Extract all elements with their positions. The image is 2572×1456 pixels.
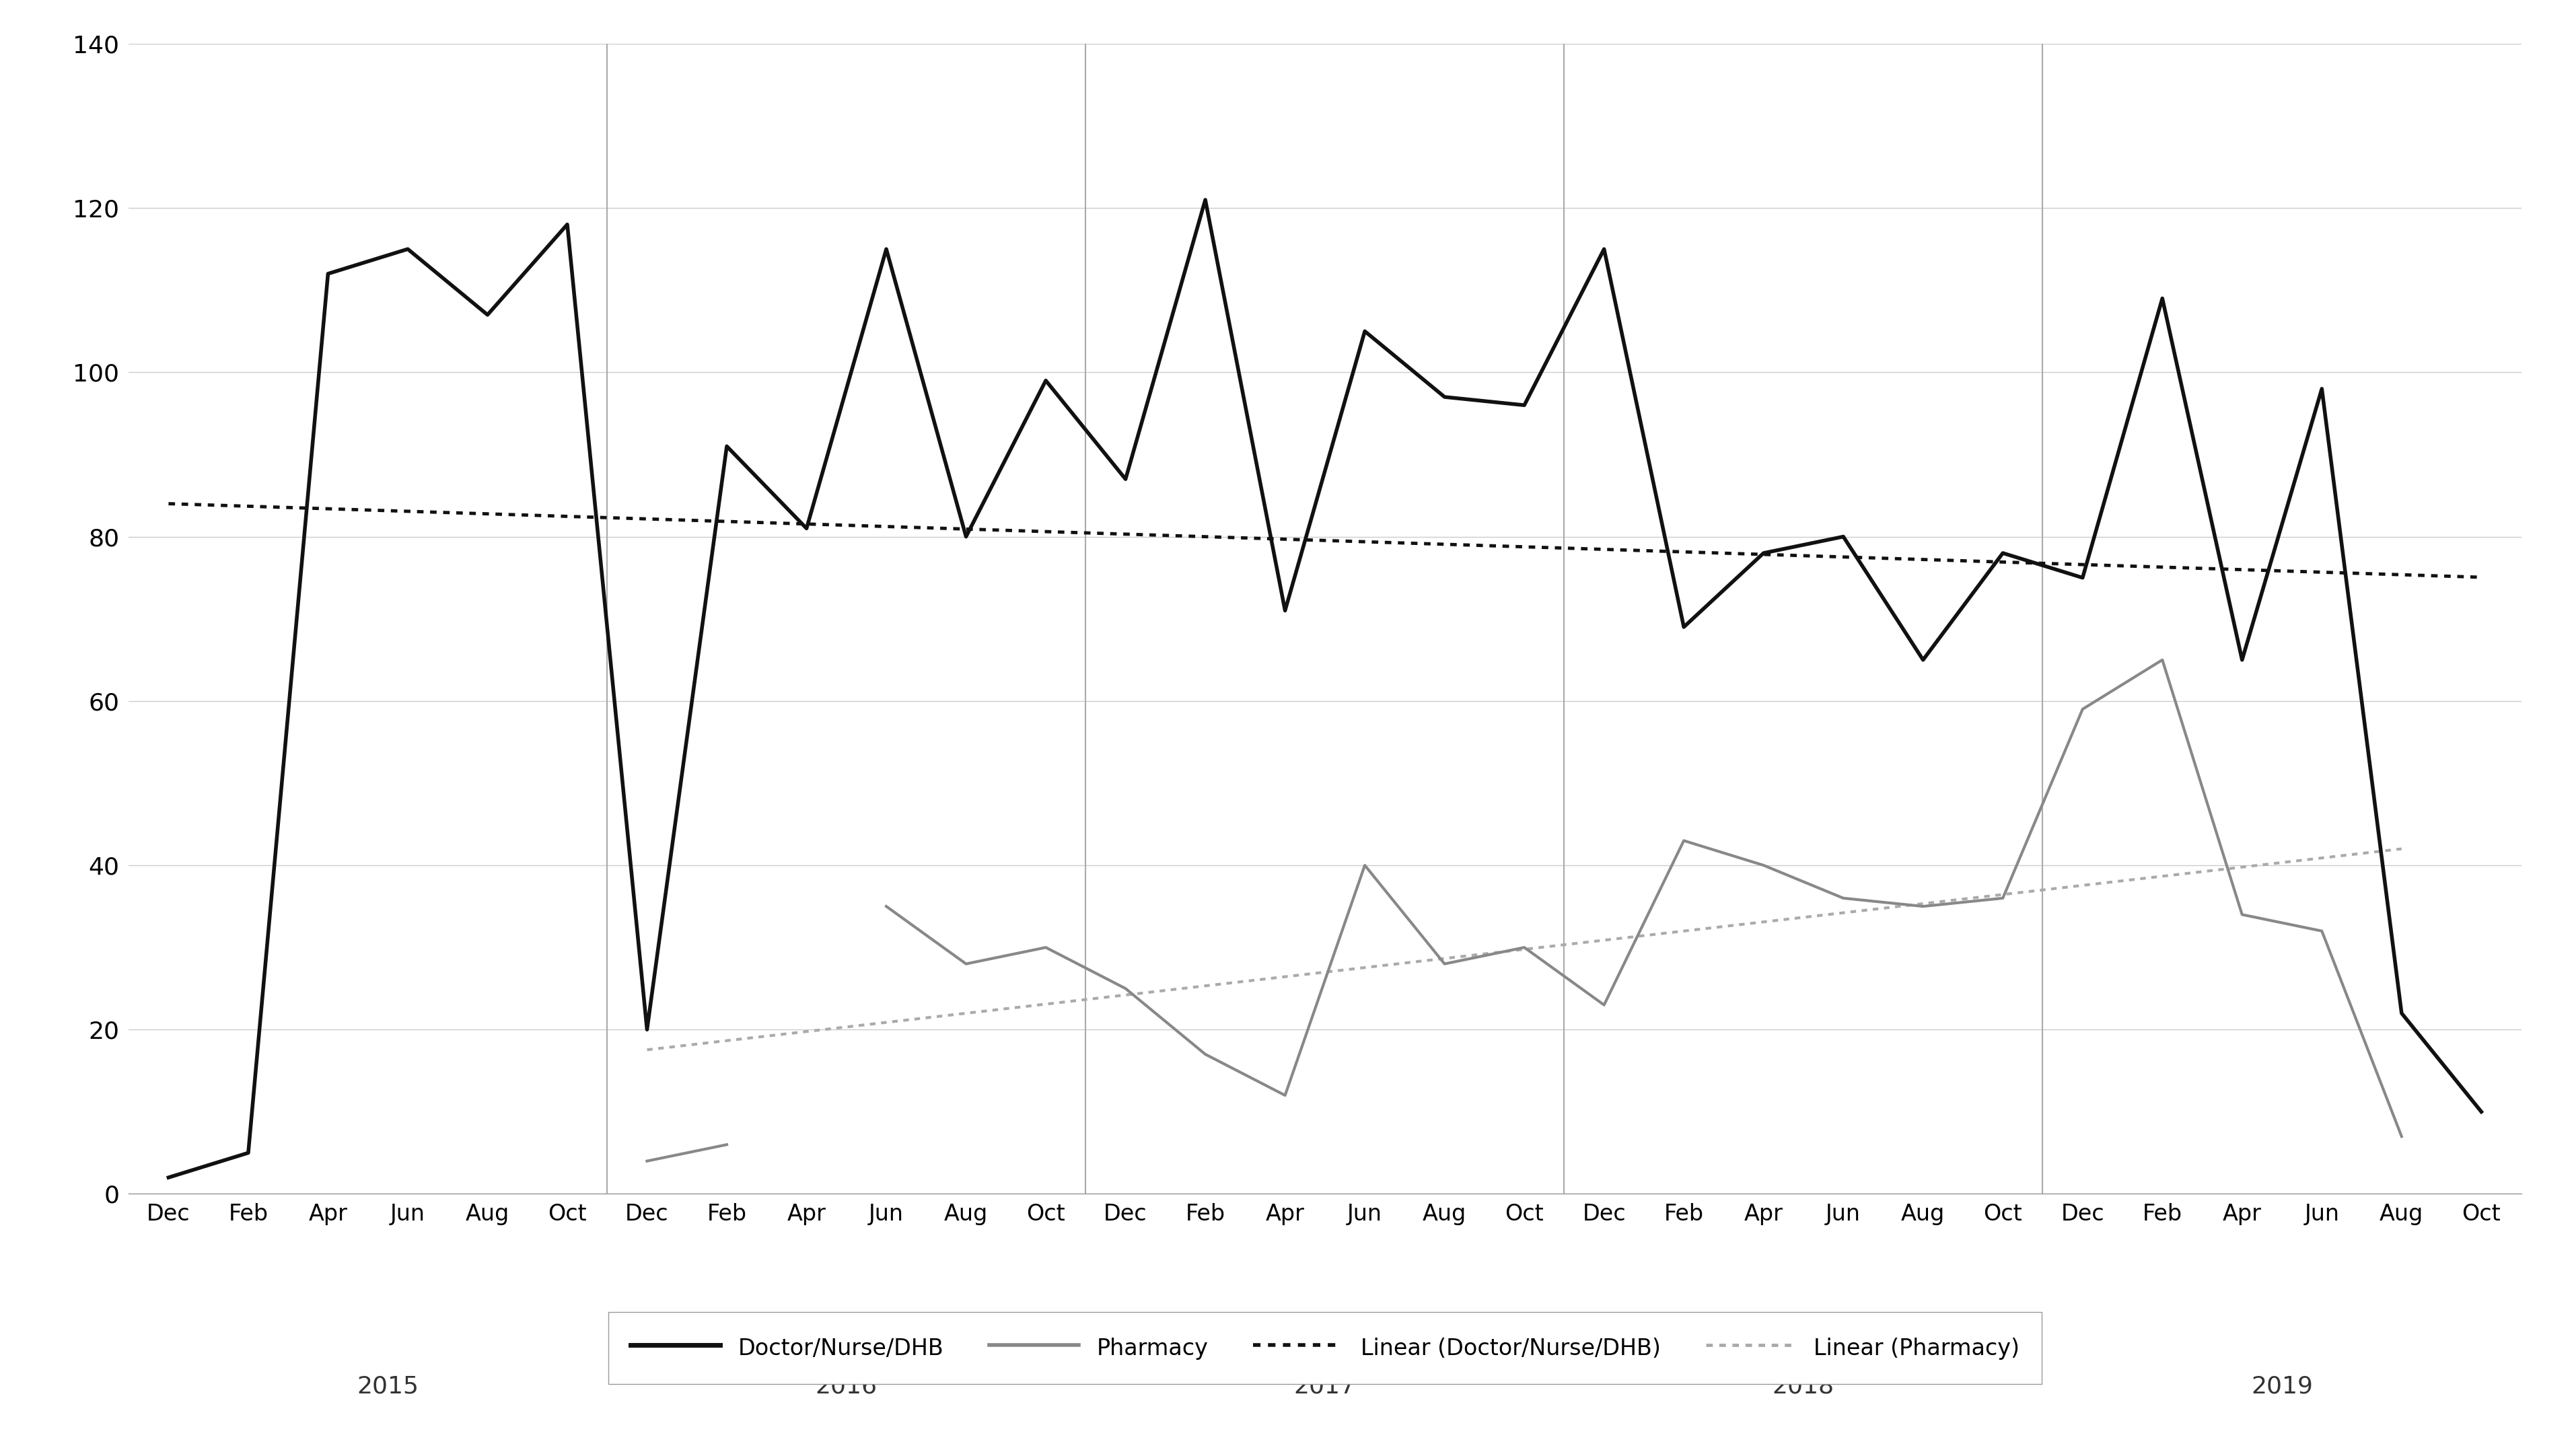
Text: 2018: 2018 bbox=[1772, 1374, 1834, 1398]
Text: 2017: 2017 bbox=[1294, 1374, 1355, 1398]
Text: 2015: 2015 bbox=[358, 1374, 419, 1398]
Text: 2016: 2016 bbox=[815, 1374, 877, 1398]
Text: 2019: 2019 bbox=[2250, 1374, 2312, 1398]
Legend: Doctor/Nurse/DHB, Pharmacy, Linear (Doctor/Nurse/DHB), Linear (Pharmacy): Doctor/Nurse/DHB, Pharmacy, Linear (Doct… bbox=[607, 1312, 2042, 1385]
